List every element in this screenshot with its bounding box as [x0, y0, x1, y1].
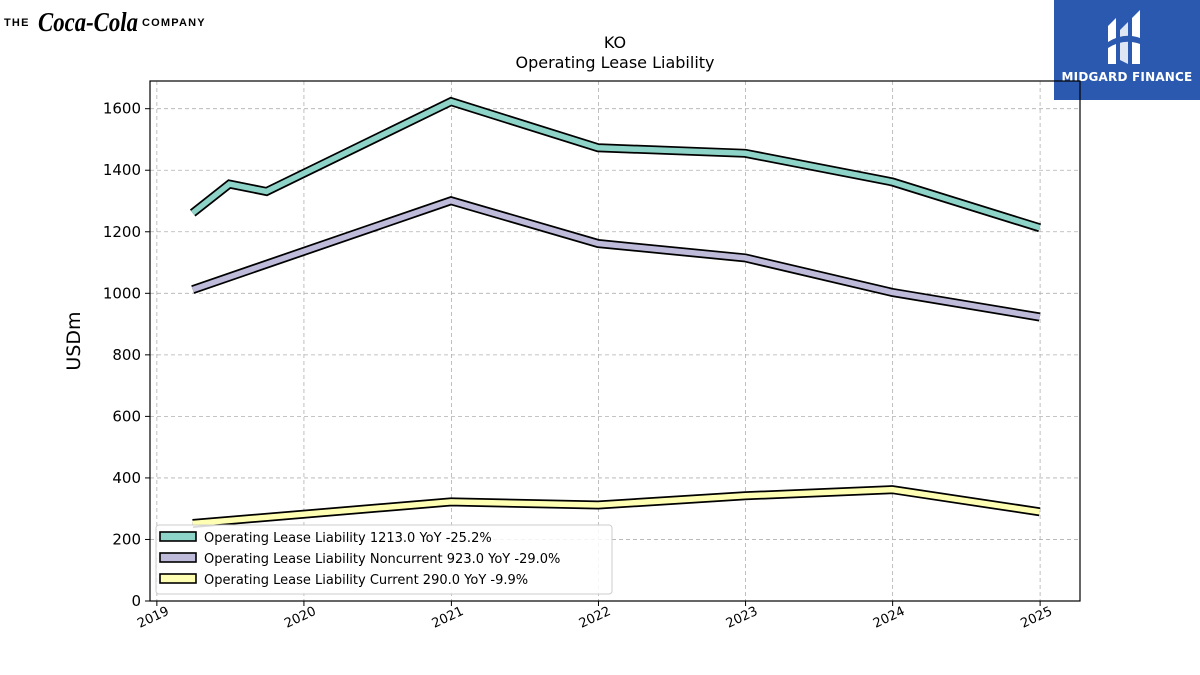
logo-script: Coca-Cola — [38, 7, 138, 37]
series-outline — [191, 195, 1041, 322]
x-tick-label: 2024 — [871, 604, 907, 632]
y-tick-label: 800 — [112, 346, 141, 364]
chart-title: KO — [604, 33, 626, 52]
y-tick-label: 1200 — [103, 223, 141, 241]
y-tick-label: 1000 — [103, 284, 141, 302]
y-tick-label: 1600 — [103, 100, 141, 118]
y-axis-label: USDm — [63, 311, 85, 370]
x-tick-label: 2020 — [282, 604, 318, 632]
x-tick-label: 2021 — [430, 604, 466, 632]
legend-swatch — [159, 531, 197, 542]
y-tick-label: 600 — [112, 407, 141, 425]
y-tick-label: 0 — [131, 592, 141, 610]
y-tick-label: 400 — [112, 469, 141, 487]
legend: Operating Lease Liability 1213.0 YoY -25… — [155, 524, 613, 595]
series-line — [192, 486, 1041, 527]
logo-prefix: THE — [4, 17, 30, 29]
legend-entry: Operating Lease Liability Noncurrent 923… — [204, 552, 560, 567]
legend-swatch — [159, 573, 197, 584]
brand-name: MIDGARD FINANCE — [1061, 70, 1193, 84]
series-line — [190, 98, 1041, 231]
x-tick-label: 2022 — [577, 604, 613, 632]
legend-box — [155, 524, 613, 595]
plot-frame — [149, 80, 1081, 602]
legend-swatch — [159, 552, 197, 563]
y-tick-label: 200 — [112, 530, 141, 548]
brand-badge: MIDGARD FINANCE — [1054, 0, 1200, 100]
company-logo: THE Coca-Cola COMPANY — [4, 2, 214, 40]
series-line — [191, 197, 1041, 320]
legend-entry: Operating Lease Liability 1213.0 YoY -25… — [204, 531, 492, 546]
y-tick-label: 1400 — [103, 161, 141, 179]
logo-suffix: COMPANY — [142, 17, 206, 29]
chart-subtitle: Operating Lease Liability — [515, 53, 714, 72]
brand-mark-icon — [1108, 10, 1140, 64]
x-tick-label: 2025 — [1018, 604, 1054, 632]
legend-entry: Operating Lease Liability Current 290.0 … — [204, 573, 528, 588]
grid-lines — [150, 81, 1080, 602]
series-lines — [189, 96, 1042, 528]
x-tick-label: 2023 — [724, 604, 760, 632]
